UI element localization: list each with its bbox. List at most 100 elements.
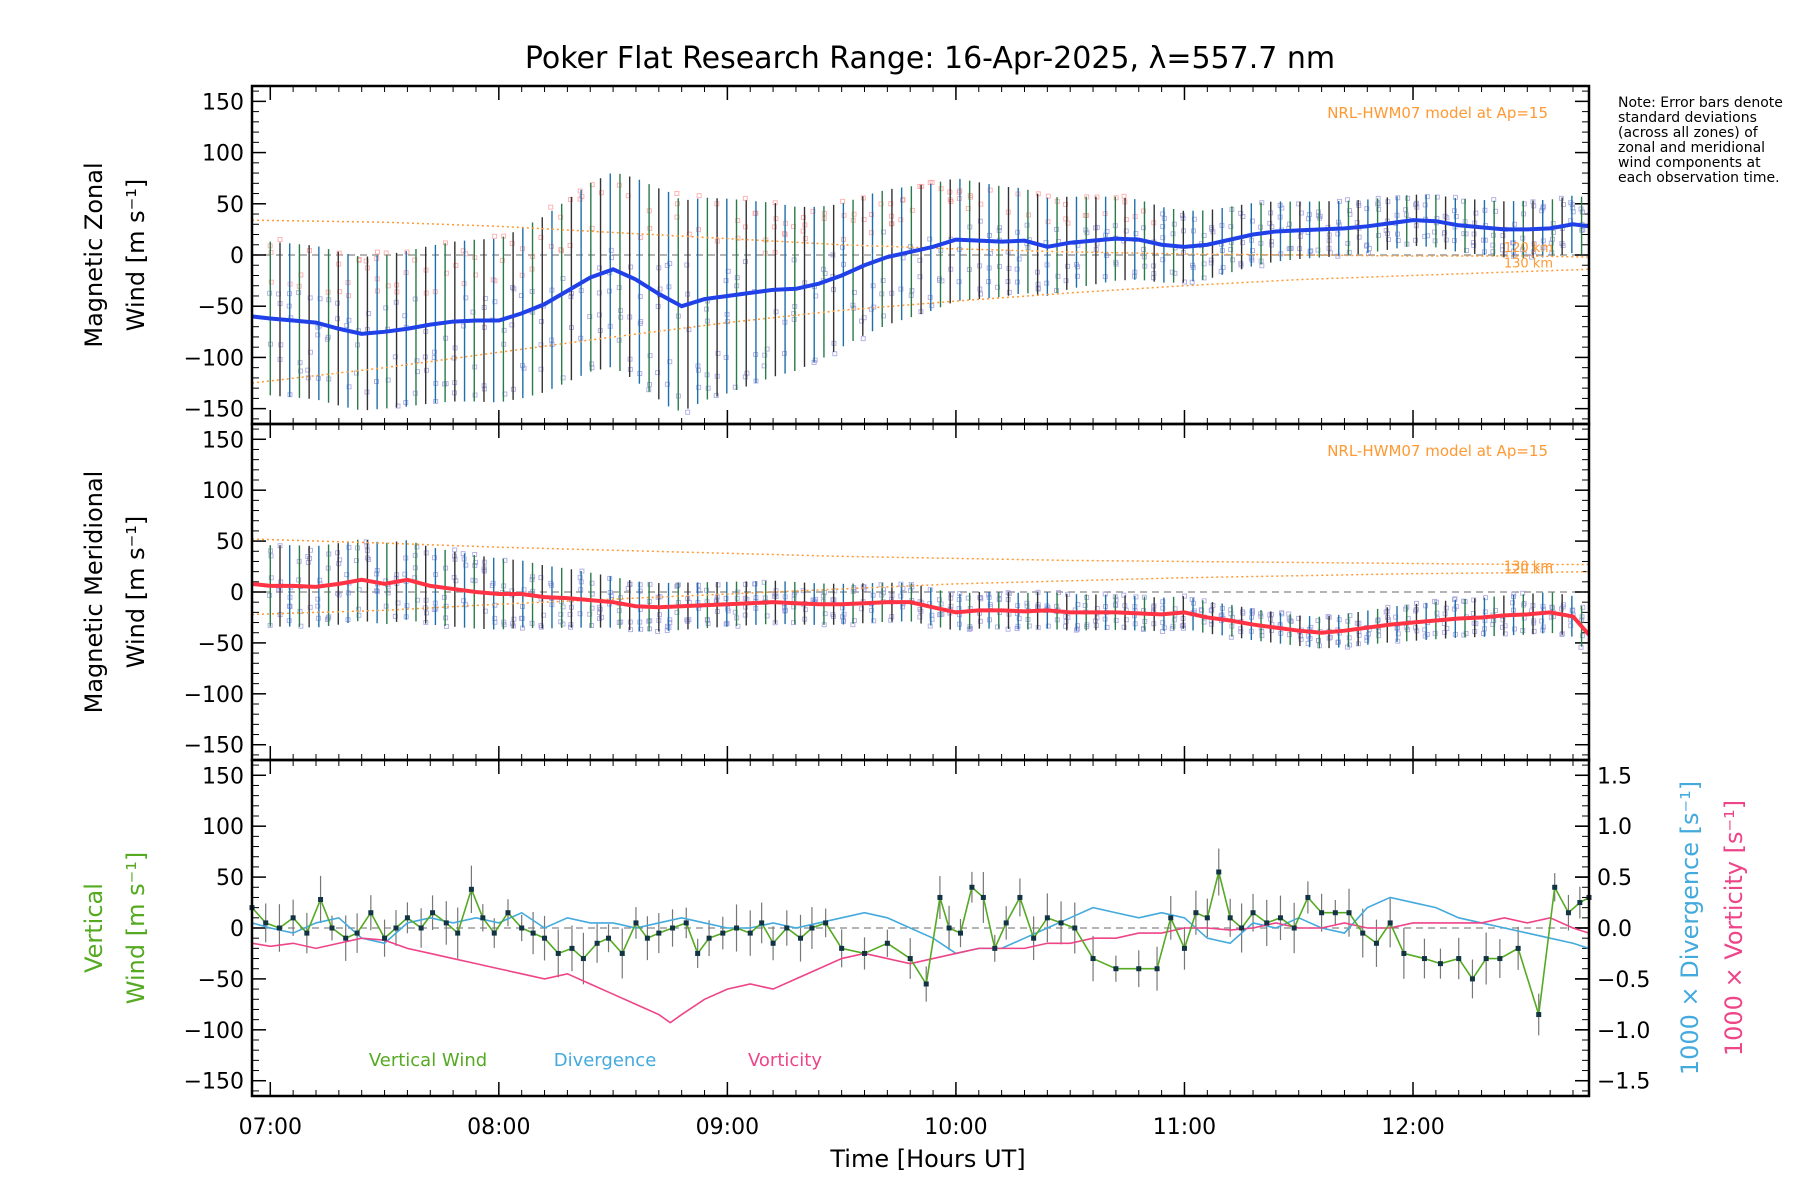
sample-marker [948,603,954,609]
sample-marker [977,618,983,624]
vertical-wind-point [1536,1012,1542,1018]
sample-marker [696,384,702,390]
vertical-wind-point [644,935,650,941]
sample-marker [696,582,701,588]
mean-wind-line [251,577,1591,637]
sample-marker [674,609,680,615]
sample-marker [742,195,748,201]
sample-marker [344,323,350,328]
sample-marker [616,337,622,343]
sample-marker [1267,612,1273,618]
model-label: NRL-HWM07 model at Ap=15 [1327,442,1548,460]
vertical-wind-point [368,910,374,916]
sample-marker [538,366,544,372]
y-tick-label: −50 [198,295,244,320]
sample-marker [463,295,469,301]
sample-marker [363,539,369,545]
sample-marker [1075,623,1080,629]
sample-marker [832,588,838,594]
sample-marker [1208,257,1214,263]
y2-tick-label: 0.0 [1597,917,1632,942]
sample-marker [898,286,904,292]
vertical-wind-point [382,935,388,941]
sample-marker [1269,239,1274,245]
sample-marker [1209,226,1215,232]
sample-marker [1287,221,1292,227]
sample-marker [637,582,643,588]
sample-marker [1249,218,1255,224]
vertical-wind-point [1497,956,1503,962]
sample-marker [560,276,566,281]
sample-marker [1121,592,1127,598]
sample-marker [431,355,437,361]
sample-marker [628,627,633,633]
sample-marker [599,614,604,620]
sample-marker [1424,632,1430,637]
y-tick-label: 150 [202,764,244,789]
sample-marker [696,227,701,233]
sample-marker [917,614,923,620]
sample-marker [801,215,806,220]
sample-marker [1240,240,1246,246]
sample-marker [1539,208,1545,214]
sample-marker [840,614,845,620]
error-bar-note: Note: Error bars denote standard deviati… [1618,95,1783,186]
sample-marker [335,300,340,306]
sample-marker [492,233,498,239]
sample-marker [667,359,673,365]
sample-marker [356,257,362,263]
sample-marker [655,370,661,376]
vertical-wind-point [1565,910,1571,916]
vertical-wind-point [1216,869,1222,875]
sample-marker [1521,601,1527,606]
sample-marker [900,197,905,203]
sample-marker [1325,614,1331,620]
sample-marker [840,198,846,204]
sample-marker [268,553,274,559]
y-tick-label: 0 [230,917,244,942]
sample-marker [1160,620,1166,626]
vertical-wind-point [1401,950,1407,956]
sample-marker [1395,195,1401,201]
panel-frame [250,758,1591,1098]
sample-marker [1259,263,1265,269]
sample-marker [715,582,721,588]
vertical-wind-point [580,956,586,962]
vertical-wind-point [1277,915,1283,921]
sample-marker [1296,615,1302,621]
y-tick-label: 50 [216,530,244,555]
sample-marker [1094,194,1100,200]
sample-marker [1480,237,1486,243]
vertical-wind-point [1181,945,1187,951]
sample-marker [948,591,954,597]
vertical-wind-point [907,956,913,962]
sample-marker [715,350,721,356]
sample-marker [315,332,321,338]
vertical-wind-point [619,950,625,956]
sample-marker [752,581,758,587]
vertical-wind-point [957,930,963,936]
sample-marker [1063,619,1069,624]
sample-marker [832,351,838,357]
sample-marker [1160,257,1166,263]
sample-marker [1063,623,1069,629]
sample-marker [268,575,274,581]
sample-marker [1123,228,1129,234]
sample-marker [1024,600,1030,606]
sample-marker [1133,231,1139,236]
sample-marker [1480,631,1486,636]
model-120km-label: 120 km [1504,562,1553,577]
y-tick-label: 150 [202,428,244,453]
sample-marker [1063,216,1069,222]
sample-marker [1133,594,1139,600]
model-130km-line [251,268,1590,384]
sample-marker [734,275,740,281]
vertical-wind-point [683,920,689,926]
sample-marker [732,384,738,390]
sample-marker [335,550,341,556]
zonal-wind-panel: −150 −100 −50 0 50 100 150 Magnetic Zonal Wind [… [80,84,1591,426]
sample-marker [1208,608,1214,614]
vertical-wind-point [1360,930,1366,936]
sample-marker [861,584,867,590]
sample-marker [1160,605,1166,611]
